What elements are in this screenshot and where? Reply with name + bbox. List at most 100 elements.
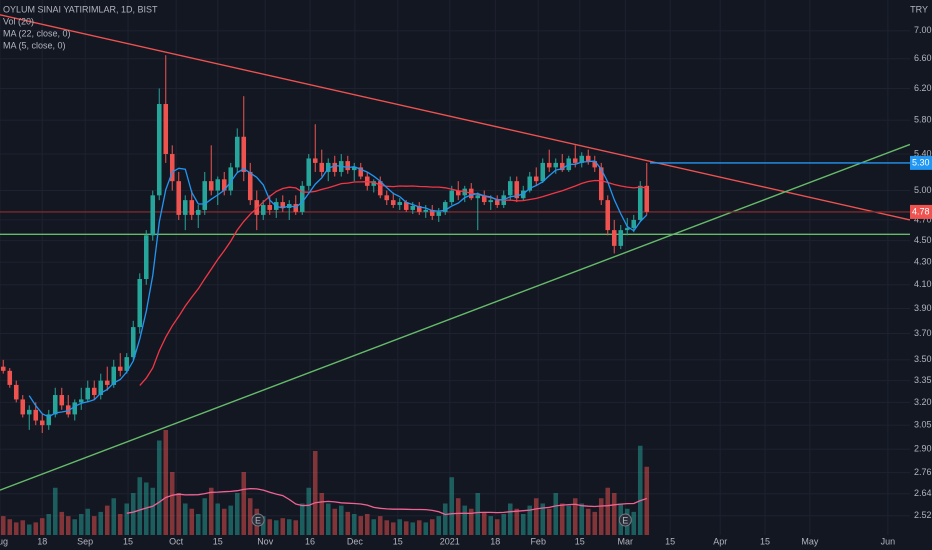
candle-body: [397, 202, 403, 206]
candle-body: [260, 205, 266, 215]
volume-bar: [553, 493, 559, 535]
candle-body: [221, 179, 227, 191]
volume-bar: [338, 505, 344, 535]
x-tick-label: 15: [665, 536, 675, 546]
volume-bar: [403, 521, 409, 535]
volume-bar: [267, 519, 273, 535]
volume-bar: [26, 524, 32, 535]
volume-bar: [39, 518, 45, 535]
y-tick-label: 3.35: [914, 375, 932, 385]
event-label: E: [255, 515, 261, 525]
volume-bar: [358, 516, 364, 535]
candle-body: [559, 162, 565, 171]
candle-body: [514, 181, 520, 199]
candle-body: [384, 195, 390, 201]
candle-body: [325, 162, 331, 172]
candle-body: [546, 162, 552, 168]
volume-bar: [455, 498, 461, 535]
candle-body: [130, 327, 136, 358]
volume-bar: [644, 466, 650, 535]
volume-bar: [195, 514, 201, 535]
candle-body: [20, 399, 26, 415]
candle-body: [267, 205, 273, 210]
candle-body: [182, 200, 188, 215]
volume-bar: [494, 519, 500, 535]
y-tick-label: 7.00: [914, 25, 932, 35]
y-tick-label: 4.30: [914, 257, 932, 267]
y-tick-label: 5.80: [914, 114, 932, 124]
candle-body: [0, 366, 6, 371]
volume-bar: [7, 519, 13, 535]
volume-bar: [280, 518, 286, 535]
y-tick-label: 6.20: [914, 83, 932, 93]
candle-body: [631, 219, 637, 229]
volume-bar: [293, 520, 299, 535]
volume-bar: [78, 514, 84, 535]
candle-body: [117, 366, 123, 371]
x-tick-label: 16: [305, 536, 315, 546]
volume-bar: [228, 505, 234, 535]
event-marker: [251, 513, 265, 527]
x-tick-label: 15: [760, 536, 770, 546]
price-tag-label: 4.78: [912, 206, 930, 216]
y-tick-label: 2.52: [914, 510, 932, 520]
volume-bar: [306, 487, 312, 535]
candle-body: [455, 190, 461, 196]
moving-averages: [28, 160, 648, 516]
volume-bar: [442, 503, 448, 535]
candle-body: [624, 228, 630, 231]
candle-body: [390, 200, 396, 206]
volume-bar: [20, 520, 26, 535]
candle-body: [644, 185, 650, 212]
volume-bar: [475, 493, 481, 535]
candle-body: [585, 155, 591, 162]
x-tick-label: 18: [37, 536, 47, 546]
candle-body: [611, 230, 617, 246]
volume-bar: [429, 519, 435, 535]
candle-body: [410, 205, 416, 210]
candle-body: [7, 370, 13, 385]
candle-body: [163, 104, 169, 155]
axes: 2.52 2.64 2.76 2.90 3.05 3.20 3.35 3.50 3.70 3.90…: [0, 25, 932, 546]
candle-body: [228, 167, 234, 191]
volume-bar: [514, 508, 520, 535]
y-tick-label: 3.70: [914, 328, 932, 338]
volume-pane: [0, 430, 650, 535]
candle-body: [137, 278, 143, 328]
candle-body: [332, 162, 338, 172]
candle-body: [488, 200, 494, 203]
ma-slow-line: [139, 179, 647, 386]
volume-bar: [33, 522, 39, 535]
x-tick-label: 18: [490, 536, 500, 546]
volume-bar: [527, 505, 533, 535]
candle-body: [78, 399, 84, 403]
candle-body: [33, 409, 39, 421]
volume-bar: [182, 503, 188, 535]
candle-body: [306, 158, 312, 186]
candle-body: [416, 205, 422, 212]
candle-body: [579, 155, 585, 163]
volume-bar: [52, 487, 58, 535]
volume-bar: [104, 505, 110, 535]
volume-bar: [637, 445, 643, 535]
candle-body: [241, 136, 247, 172]
volume-bar: [410, 522, 416, 535]
candle-body: [371, 181, 377, 186]
candle-body: [494, 200, 500, 206]
candle-body: [91, 387, 97, 396]
event-marker: [618, 513, 632, 527]
volume-bar: [13, 522, 19, 535]
volume-bar: [507, 503, 513, 535]
currency: TRY: [910, 4, 928, 14]
y-tick-label: 2.64: [914, 488, 932, 498]
volume-bar: [273, 520, 279, 535]
volume-bar: [371, 519, 377, 535]
volume-bar: [260, 516, 266, 535]
volume-bar: [423, 522, 429, 535]
y-tick-label: 2.90: [914, 443, 932, 453]
candle-body: [637, 185, 643, 220]
volume-bar: [286, 519, 292, 535]
y-tick-label: 3.20: [914, 397, 932, 407]
candle-body: [169, 154, 175, 182]
y-tick-label: 3.05: [914, 420, 932, 430]
